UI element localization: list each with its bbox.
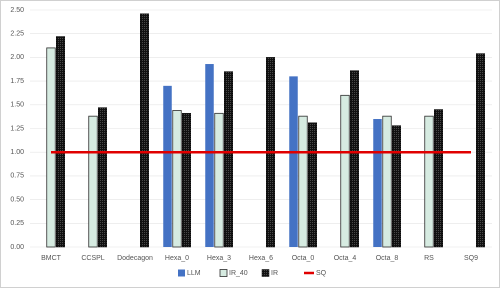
bar xyxy=(340,94,350,248)
bar xyxy=(298,115,308,248)
x-tick-label: Hexa_3 xyxy=(207,255,231,262)
y-tick-label: 0.75 xyxy=(10,173,24,180)
y-tick-label: 1.00 xyxy=(10,149,24,156)
y-tick-label: 0.25 xyxy=(10,220,24,227)
legend-swatch xyxy=(219,269,228,277)
bar xyxy=(424,115,434,248)
x-tick-label: Octa_8 xyxy=(376,255,399,262)
bar xyxy=(214,112,224,248)
x-tick-label: Hexa_0 xyxy=(165,255,189,262)
y-tick-label: 0.00 xyxy=(10,244,24,251)
x-tick-label: Octa_4 xyxy=(334,255,357,262)
x-tick-label: Hexa_6 xyxy=(249,255,273,262)
legend-label: IR xyxy=(271,270,278,277)
bar xyxy=(46,47,56,248)
bar xyxy=(224,71,233,248)
bar xyxy=(182,113,191,248)
bar xyxy=(382,115,392,248)
x-tick-label: CCSPL xyxy=(81,255,104,262)
bar xyxy=(350,70,359,248)
legend-swatch xyxy=(261,269,270,277)
x-tick-label: Dodecagon xyxy=(117,255,153,262)
bar xyxy=(308,122,317,248)
y-tick-label: 2.25 xyxy=(10,31,24,38)
legend-swatch xyxy=(178,269,185,277)
bar xyxy=(373,119,382,247)
legend-label: SQ xyxy=(316,270,327,277)
y-tick-label: 1.50 xyxy=(10,102,24,109)
y-tick-label: 2.50 xyxy=(10,7,24,14)
y-tick-label: 0.50 xyxy=(10,196,24,203)
legend-label: LLM xyxy=(187,270,201,277)
y-tick-label: 1.75 xyxy=(10,78,24,85)
bar xyxy=(289,76,298,247)
legend-label: IR_40 xyxy=(229,270,248,277)
bar xyxy=(140,13,149,248)
y-tick-label: 2.00 xyxy=(10,54,24,61)
bar xyxy=(98,107,107,248)
x-tick-label: Octa_0 xyxy=(292,255,315,262)
bar xyxy=(476,53,485,248)
bar xyxy=(434,109,443,248)
bar xyxy=(205,64,214,247)
x-tick-label: SQ9 xyxy=(464,255,478,262)
bar xyxy=(56,36,65,248)
y-tick-label: 1.25 xyxy=(10,125,24,132)
bar xyxy=(392,125,401,248)
bar xyxy=(88,115,98,248)
x-tick-label: RS xyxy=(424,255,434,262)
bar xyxy=(163,85,172,247)
bar xyxy=(172,110,182,248)
x-tick-label: BMCT xyxy=(41,255,62,262)
